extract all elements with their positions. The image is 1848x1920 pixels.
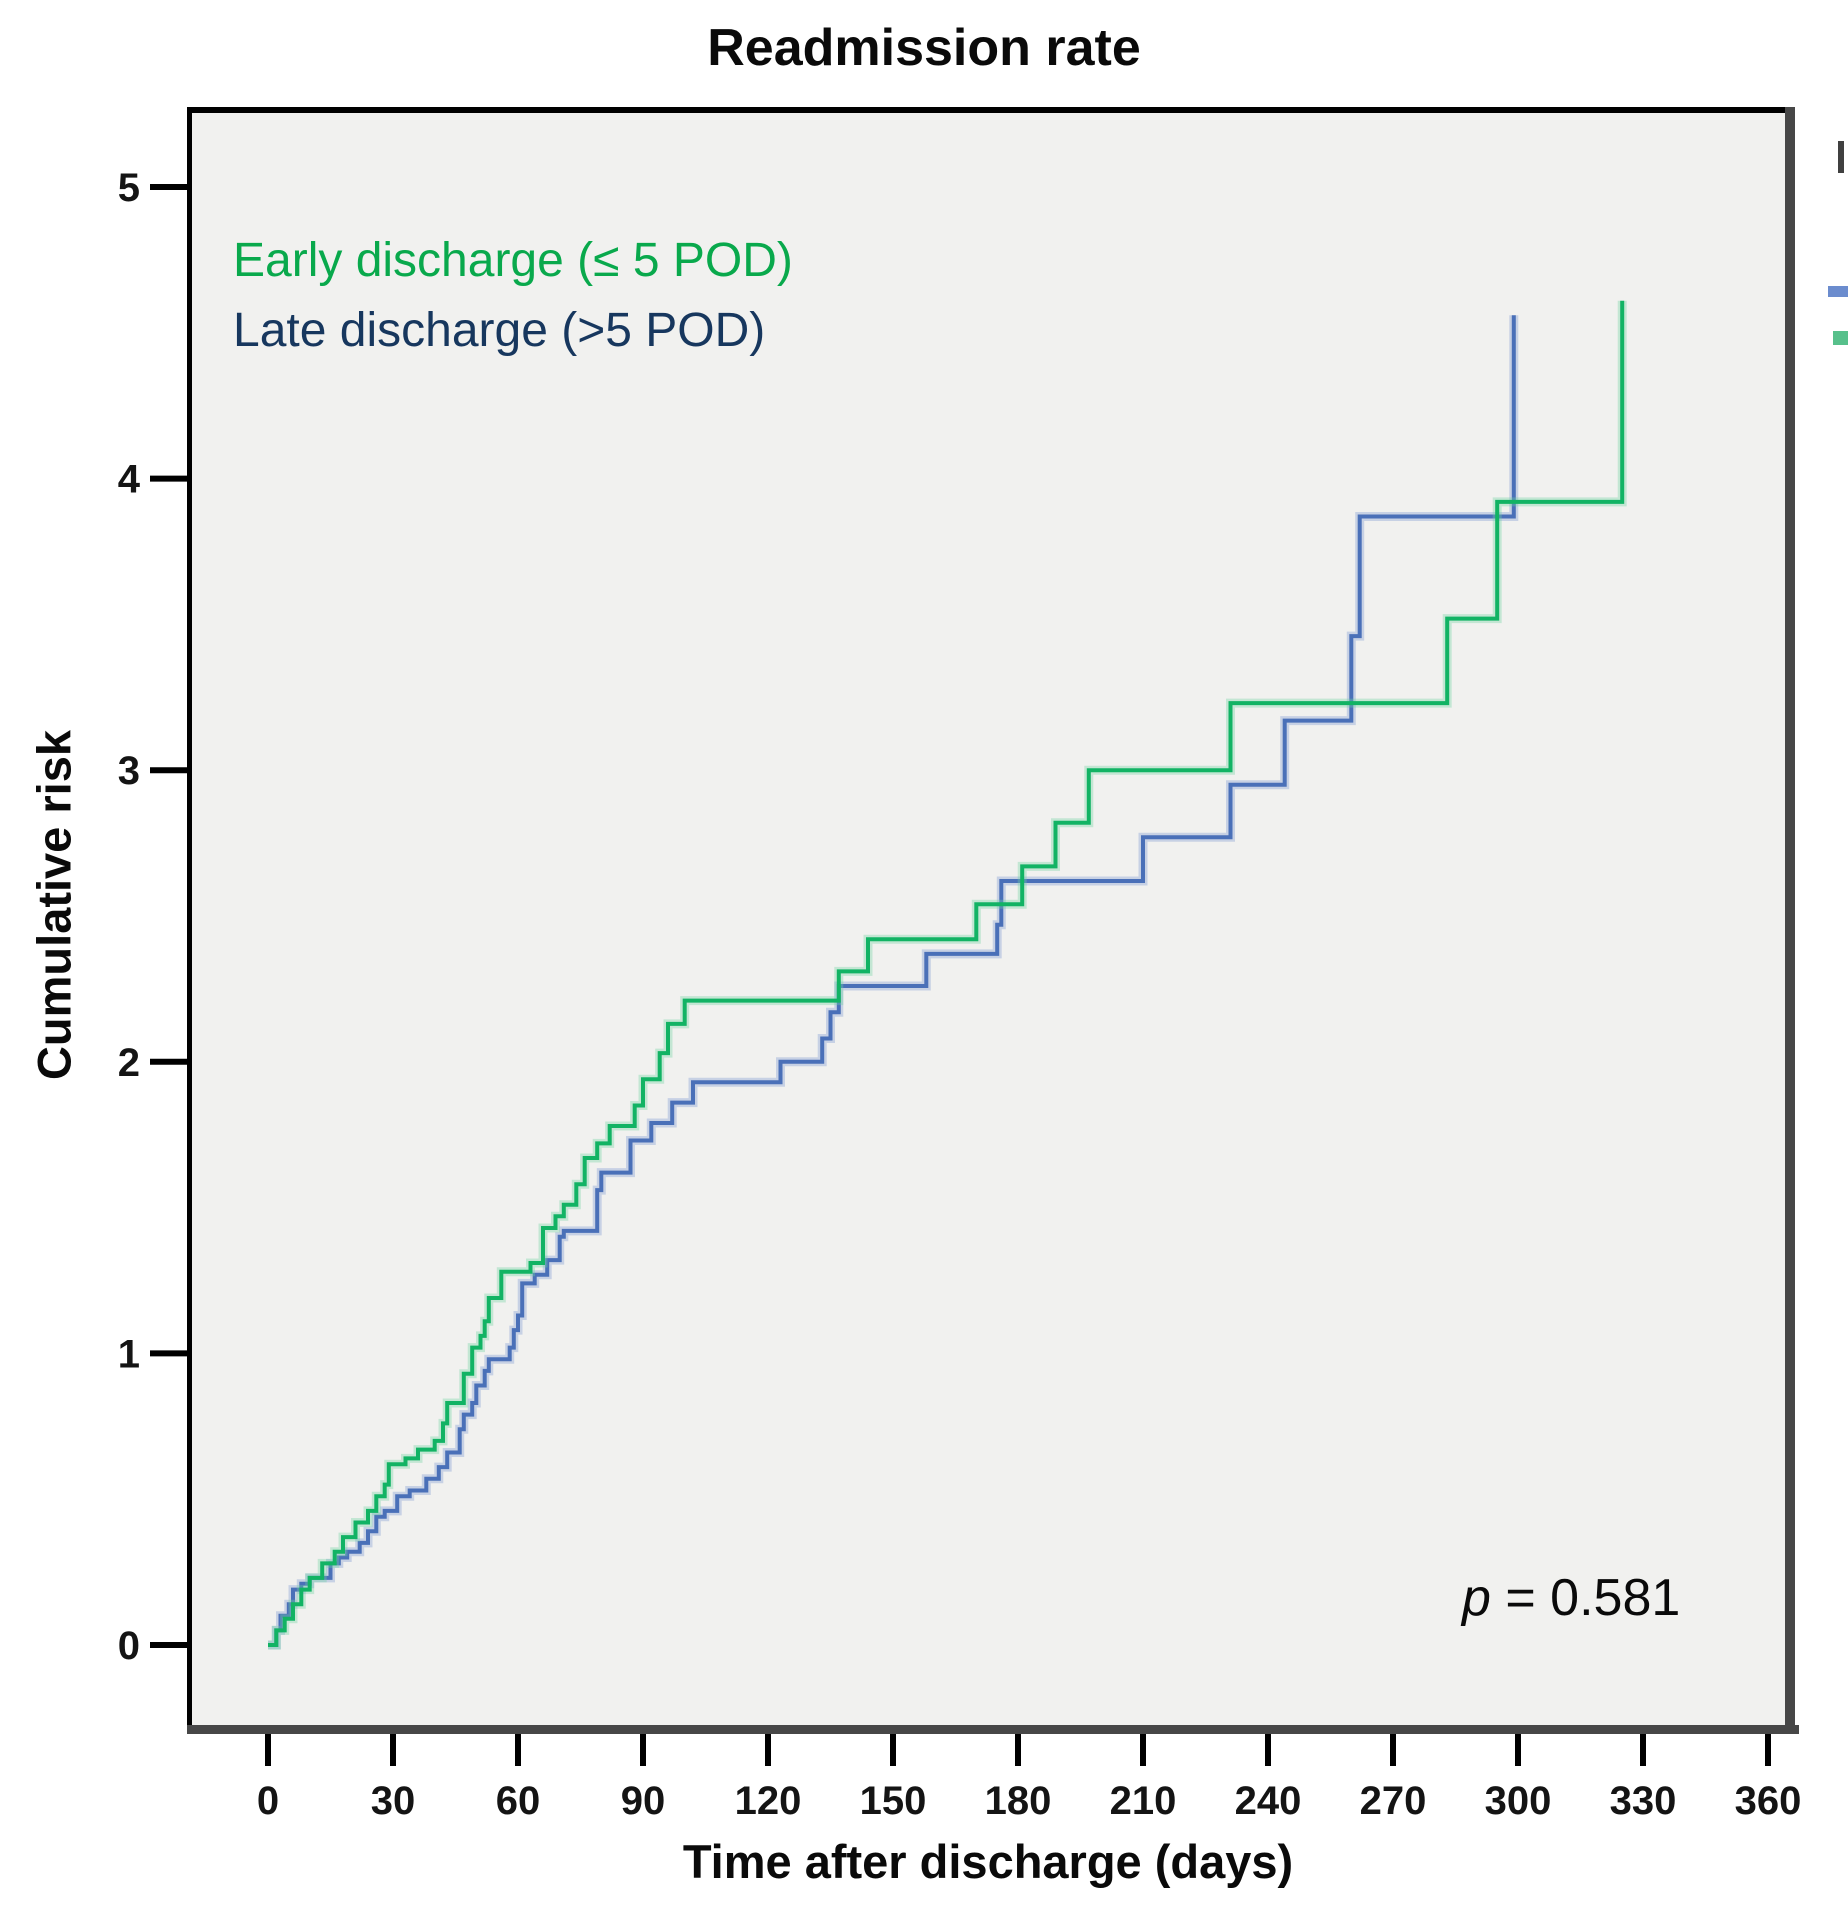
p-symbol: p (1462, 1569, 1491, 1627)
y-axis-title: Cumulative risk (27, 729, 81, 1081)
chart-title: Readmission rate (707, 19, 1141, 77)
x-tick-label: 0 (257, 1779, 279, 1823)
x-tick-label: 360 (1735, 1779, 1802, 1823)
y-tick-label: 0 (118, 1624, 140, 1668)
x-tick-label: 300 (1485, 1779, 1552, 1823)
x-tick-label: 210 (1110, 1779, 1177, 1823)
series-late-line (268, 315, 1516, 1647)
x-tick-label: 60 (496, 1779, 541, 1823)
x-tick-label: 150 (860, 1779, 927, 1823)
x-tick-label: 30 (371, 1779, 416, 1823)
frame-top (187, 107, 1795, 113)
cropped-legend-swatch-green (1833, 331, 1848, 345)
x-tick-label: 240 (1235, 1779, 1302, 1823)
x-tick-label: 120 (735, 1779, 802, 1823)
y-tick-label: 4 (118, 458, 141, 502)
frame-left (187, 107, 192, 1726)
x-tick-label: 180 (985, 1779, 1052, 1823)
x-tick-label: 270 (1360, 1779, 1427, 1823)
frame-right (1785, 107, 1795, 1726)
legend-item-early: Early discharge (≤ 5 POD) (233, 234, 793, 287)
p-value-annotation: p = 0.581 (1462, 1568, 1680, 1628)
x-axis-title: Time after discharge (days) (682, 1835, 1294, 1888)
frame-bottom (187, 1725, 1799, 1734)
cropped-glyph-sliver (1838, 141, 1844, 173)
cropped-legend-swatch-blue (1828, 286, 1848, 297)
y-tick-label: 5 (118, 166, 140, 210)
plot-area (187, 107, 1790, 1726)
chart-legend: Early discharge (≤ 5 POD) Late discharge… (233, 226, 793, 366)
legend-item-late: Late discharge (>5 POD) (233, 304, 766, 357)
x-tick-label: 330 (1610, 1779, 1677, 1823)
x-tick-label: 90 (621, 1779, 666, 1823)
p-value-text: = 0.581 (1490, 1569, 1681, 1627)
y-tick-label: 2 (118, 1041, 140, 1085)
series-early-line (268, 300, 1625, 1647)
y-tick-label: 3 (118, 749, 140, 793)
y-tick-label: 1 (118, 1332, 140, 1376)
